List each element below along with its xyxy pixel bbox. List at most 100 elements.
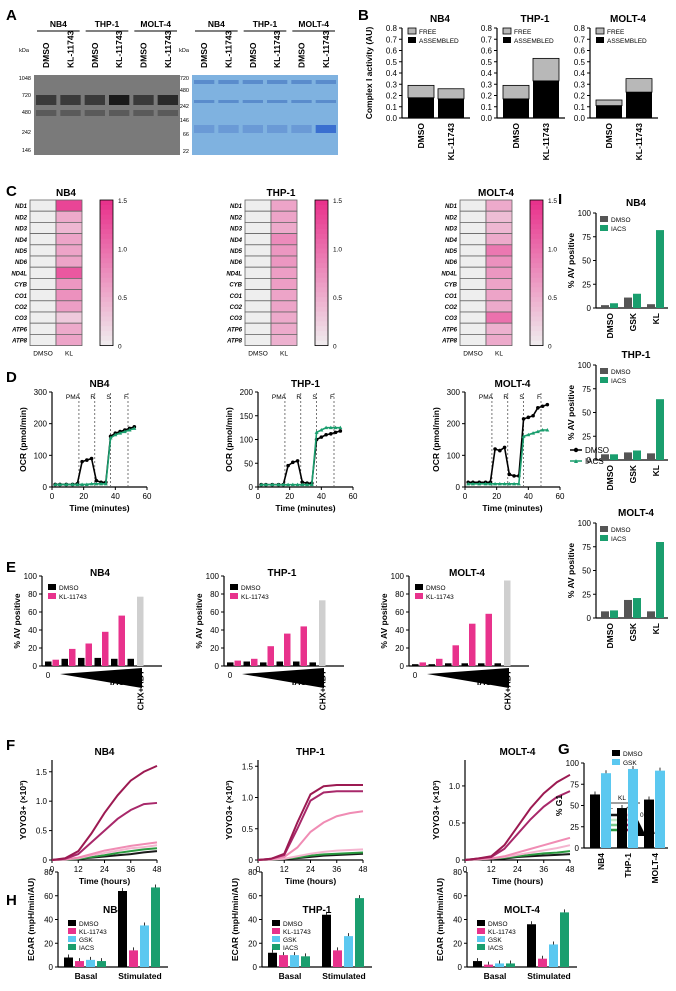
e-ytick-label: 20 [210,644,219,653]
h-legend-label: DMSO [79,921,99,928]
d-injection-label: F [537,394,541,401]
c-colorbar-step [530,263,543,269]
g-bar-gsk [601,773,611,848]
b-bar-assembled [438,98,464,118]
d-point [309,482,314,487]
c-colorbar-step [100,253,113,259]
c-colorbar-step [100,209,113,216]
d-xlabel: Time (minutes) [69,503,129,513]
b-ytick-label: 0.8 [481,24,493,33]
b-ytick-label: 0.7 [574,35,586,44]
b-ytick-label: 0.4 [574,69,586,78]
d-point [305,482,310,487]
d-point [94,481,99,486]
c-colorbar-step [315,253,328,259]
c-colorbar [529,199,544,347]
c-gene-label: CO3 [15,316,28,322]
d-xtick-label: 40 [524,492,533,501]
c-colorbar-step [315,200,328,206]
c-gene-label: CO1 [230,294,243,300]
b-ytick-label: 0.3 [574,80,586,89]
c-colorbar-step [315,301,328,308]
i-bar [647,611,655,618]
i-legend-dmso-swatch [600,216,608,222]
h-bar [279,955,288,967]
e-bar-dmso [78,657,85,666]
c-colorbar-label: 0 [333,344,337,351]
d-point [259,482,264,487]
c-colorbar-step [100,258,113,264]
c-colorbar-step [100,272,113,279]
e-title: NB4 [90,568,110,579]
e-bar-dmso [461,663,468,666]
c-colorbar-step [315,297,328,303]
f-xtick-label: 24 [306,865,315,874]
f-legend-title: KL [618,795,626,802]
d-point [477,481,482,486]
h-ylabel: ECAR (mpH/min/AU) [435,878,445,961]
c-colorbar-step [100,224,113,230]
f-xtick-label: 36 [126,865,135,874]
f-legend-minus: - [611,805,613,812]
i-ytick-label: 0 [587,304,592,313]
c-cell-kl [485,266,513,279]
f-series [51,764,158,861]
e-legend-kl: KL-11743 [241,594,269,601]
i-ytick-label: 75 [582,385,591,394]
h-ytick-label: 40 [44,916,53,925]
e-x0: 0 [46,671,51,680]
h-bar [549,944,558,967]
d-point [281,482,286,487]
i-ytick-label: 0 [587,614,592,623]
c-cell-kl [485,333,513,346]
c-cell-dmso [29,300,57,313]
c-cell-kl [485,244,513,257]
c-colorbar-step [530,238,543,245]
c-colorbar-step [315,321,328,327]
d-point [85,458,89,462]
d-point [80,459,84,464]
c-cell-dmso [29,277,57,290]
i-ytick-label: 75 [582,543,591,552]
c-cell-kl [55,277,83,290]
d-title: NB4 [89,379,109,390]
c-cell-dmso [29,221,57,234]
gel-lane-label: KL-11743 [224,30,234,68]
b-ytick-label: 0.4 [386,69,398,78]
c-cell-dmso [459,233,487,246]
h-xlabel: Basal [484,971,507,981]
c-gene-label: ND6 [445,260,458,266]
gel-band [218,100,239,103]
d-ylabel: OCR (pmol/min) [224,407,234,472]
e-bar-kl [485,613,492,666]
e-iacs-ramp [60,668,142,688]
c-cell-kl [270,289,298,302]
d-point [526,415,531,420]
h-xlabel: Stimulated [118,971,161,981]
gel-band [218,80,239,84]
b-ytick-label: 0.1 [386,103,398,112]
c-cell-kl [485,210,513,223]
c-title: NB4 [56,188,76,199]
i-bar [610,303,618,308]
c-xlabel: KL [495,351,503,358]
c-cell-kl [270,311,298,324]
e-ytick-label: 40 [210,626,219,635]
c-cell-dmso [459,244,487,257]
f-xlabel: Time (hours) [79,876,130,886]
d-ytick-label: 300 [34,388,48,397]
h-bar [484,964,493,967]
g-legend-gsk: GSK [623,760,637,767]
e-ytick-label: 80 [210,590,219,599]
gel-band [315,100,336,103]
c-cell-dmso [29,233,57,246]
c-cell-kl [55,210,83,223]
e-x0: 0 [413,671,418,680]
h-ytick-label: 0 [49,963,54,972]
h-bar [322,914,331,967]
gel-lane-label: KL-11743 [114,30,124,68]
c-cell-dmso [244,233,272,246]
c-colorbar-step [100,248,113,254]
e-bar-kl [118,615,125,666]
gel-kda-label: kDa [19,48,30,54]
